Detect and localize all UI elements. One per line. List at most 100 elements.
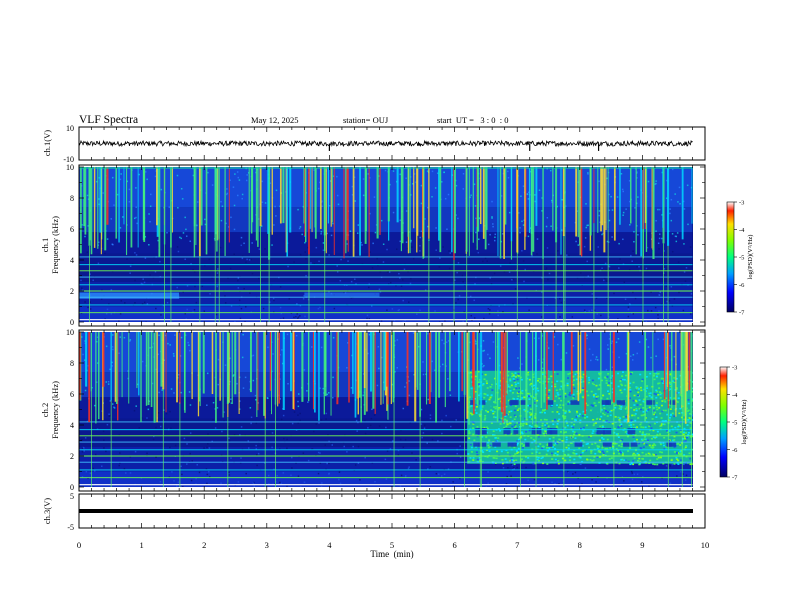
emission-speckle: [573, 452, 576, 455]
emission-speckle: [470, 446, 473, 449]
noise-speckle: [398, 309, 400, 311]
emission-speckle: [527, 457, 530, 459]
emission-speckle: [615, 447, 618, 450]
emission-speckle: [587, 394, 590, 397]
emission-speckle: [569, 401, 572, 404]
emission-speckle: [644, 426, 647, 429]
noise-speckle: [623, 281, 626, 283]
ch2-spectrogram-ylabel-ch: ch.2: [40, 403, 50, 417]
emission-speckle: [572, 452, 575, 454]
noise-speckle: [665, 321, 667, 322]
emission-speckle: [666, 429, 669, 432]
emission-speckle: [543, 432, 546, 435]
emission-speckle: [677, 452, 680, 454]
noise-speckle: [429, 414, 432, 416]
noise-speckle: [371, 305, 373, 307]
emission-speckle: [600, 379, 603, 382]
noise-speckle: [564, 205, 567, 207]
freq-tick-label: 6: [70, 390, 74, 399]
noise-speckle: [473, 317, 476, 319]
noise-speckle: [187, 341, 189, 344]
colorbar-tick-label: -7: [739, 310, 745, 317]
emission-speckle: [608, 458, 611, 460]
emission-speckle: [684, 440, 687, 442]
noise-speckle: [238, 179, 241, 181]
noise-speckle: [216, 407, 219, 409]
noise-speckle: [625, 352, 628, 355]
noise-speckle: [405, 177, 407, 180]
noise-speckle: [487, 353, 489, 356]
ch1-ytick-bottom: -10: [63, 155, 74, 164]
noise-speckle: [286, 438, 288, 441]
noise-speckle: [595, 481, 597, 483]
emission-speckle: [601, 437, 604, 439]
noise-speckle: [167, 342, 169, 345]
noise-speckle: [494, 233, 497, 236]
emission-speckle: [588, 381, 591, 384]
ch2-colorbar: [719, 366, 728, 478]
noise-speckle: [462, 188, 465, 190]
noise-speckle: [343, 445, 345, 448]
noise-speckle: [646, 246, 649, 249]
noise-speckle: [380, 219, 383, 222]
emission-gap: [534, 428, 542, 435]
noise-speckle: [523, 219, 525, 221]
noise-speckle: [196, 464, 198, 466]
noise-speckle: [420, 408, 423, 411]
emission-speckle: [493, 434, 496, 437]
noise-speckle: [81, 224, 83, 226]
noise-speckle: [385, 426, 387, 429]
noise-speckle: [637, 196, 639, 198]
emission-speckle: [514, 405, 517, 408]
noise-speckle: [184, 312, 186, 315]
noise-speckle: [357, 224, 360, 226]
emission-speckle: [675, 452, 678, 454]
noise-speckle: [228, 474, 231, 476]
noise-speckle: [648, 485, 650, 487]
emission-speckle: [619, 451, 622, 454]
noise-speckle: [250, 311, 253, 313]
emission-speckle: [656, 433, 659, 436]
noise-speckle: [362, 373, 365, 375]
emission-speckle: [470, 451, 473, 453]
emission-speckle: [655, 393, 658, 396]
emission-speckle: [521, 447, 524, 449]
noise-speckle: [415, 459, 417, 461]
emission-speckle: [558, 406, 561, 409]
emission-speckle: [545, 424, 548, 427]
emission-speckle: [581, 451, 584, 454]
emission-speckle: [524, 438, 527, 441]
noise-speckle: [129, 272, 131, 274]
noise-speckle: [636, 171, 638, 173]
emission-speckle: [648, 392, 651, 395]
emission-speckle: [475, 451, 478, 454]
noise-speckle: [155, 307, 157, 310]
noise-speckle: [258, 277, 260, 280]
noise-speckle: [297, 400, 299, 403]
noise-speckle: [357, 462, 360, 464]
emission-speckle: [650, 446, 653, 449]
noise-speckle: [182, 291, 184, 293]
emission-speckle: [516, 409, 519, 411]
noise-speckle: [636, 265, 638, 268]
noise-speckle: [230, 398, 232, 400]
noise-speckle: [493, 272, 496, 275]
noise-speckle: [320, 233, 322, 235]
noise-speckle: [301, 233, 303, 236]
noise-speckle: [483, 349, 485, 352]
emission-speckle: [624, 407, 627, 410]
emission-speckle: [629, 447, 632, 449]
noise-speckle: [590, 359, 592, 362]
emission-speckle: [492, 401, 495, 403]
emission-speckle: [528, 416, 531, 418]
emission-speckle: [565, 436, 568, 439]
noise-speckle: [420, 230, 423, 233]
emission-speckle: [538, 426, 541, 429]
emission-speckle: [556, 392, 559, 394]
noise-speckle: [378, 175, 380, 177]
noise-speckle: [606, 177, 608, 180]
emission-speckle: [642, 442, 645, 445]
noise-speckle: [474, 283, 476, 285]
emission-speckle: [556, 373, 559, 375]
noise-speckle: [113, 204, 115, 206]
